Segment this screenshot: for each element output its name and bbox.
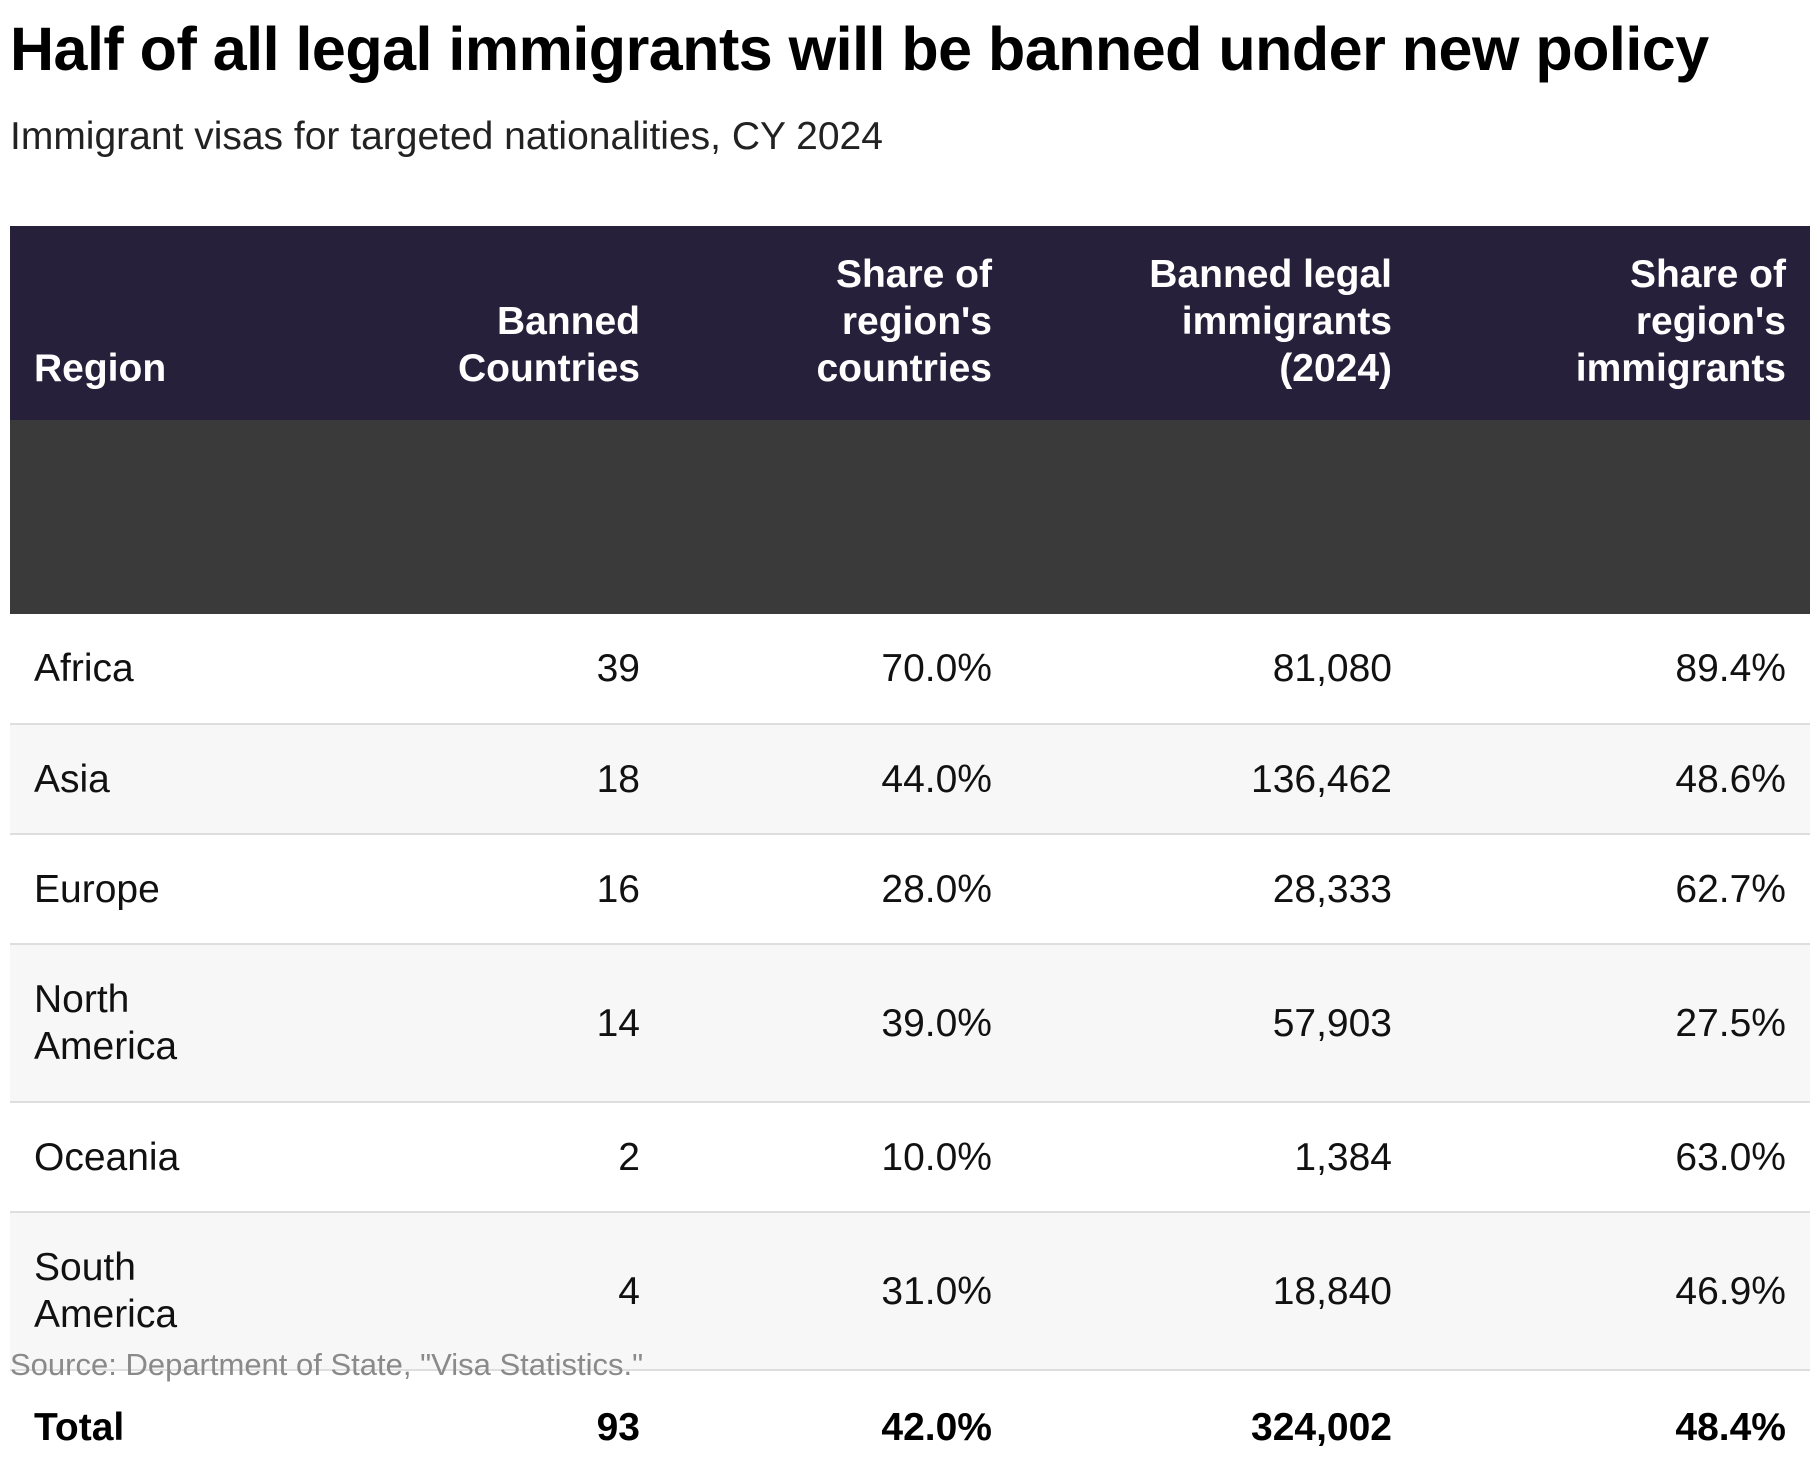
cell-share-immigrants: 89.4% — [1416, 614, 1810, 725]
cell-banned-immigrants: 57,903 — [1016, 944, 1416, 1103]
total-banned-immigrants: 324,002 — [1251, 1405, 1392, 1449]
data-table-container: Region Banned Countries Share of region's c… — [10, 226, 1810, 1483]
cell-share-countries: 39.0% — [664, 944, 1016, 1103]
cell-banned-immigrants: 136,462 — [1016, 724, 1416, 835]
total-share-immigrants: 48.4% — [1675, 1405, 1786, 1449]
cell-banned-countries: 18 — [416, 724, 664, 835]
cell-region: Asia — [10, 724, 416, 835]
total-banned-countries: 93 — [596, 1405, 640, 1449]
cell-share-immigrants: 27.5% — [1416, 944, 1810, 1103]
table-row: Asia 18 44.0% 136,462 48.6% — [10, 724, 1810, 835]
column-header-banned-countries: Banned Countries — [457, 300, 640, 390]
header-divider — [10, 420, 1810, 614]
cell-region: Africa — [10, 614, 416, 725]
cell-banned-immigrants: 81,080 — [1016, 614, 1416, 725]
source-note: Source: Department of State, "Visa Stati… — [10, 1347, 644, 1382]
cell-share-immigrants: 63.0% — [1416, 1102, 1810, 1213]
chart-title: Half of all legal immigrants will be ban… — [10, 15, 1709, 83]
cell-share-countries: 70.0% — [664, 614, 1016, 725]
column-header-region: Region — [34, 347, 167, 390]
cell-share-immigrants: 62.7% — [1416, 834, 1810, 945]
cell-banned-countries: 39 — [416, 614, 664, 725]
cell-share-countries: 28.0% — [664, 834, 1016, 945]
cell-banned-countries: 2 — [416, 1102, 664, 1213]
cell-banned-countries: 14 — [416, 944, 664, 1103]
table-body: Africa 39 70.0% 81,080 89.4% Asia 18 44.0% 136,4… — [10, 614, 1810, 1371]
total-label: Total — [34, 1405, 125, 1449]
table-row: North America 14 39.0% 57,903 27.5% — [10, 944, 1810, 1103]
cell-banned-countries: 4 — [416, 1212, 664, 1371]
column-header-share-countries: Share of region's countries — [816, 253, 992, 390]
cell-region: Oceania — [10, 1102, 416, 1213]
cell-region: South America — [10, 1212, 416, 1371]
table-footer: Total 93 42.0% 324,002 48.4% — [10, 1370, 1810, 1483]
column-header-banned-immigrants: Banned legal immigrants (2024) — [1149, 253, 1392, 390]
total-share-countries: 42.0% — [881, 1405, 992, 1449]
cell-share-immigrants: 48.6% — [1416, 724, 1810, 835]
cell-region: Europe — [10, 834, 416, 945]
cell-banned-immigrants: 28,333 — [1016, 834, 1416, 945]
table-row: Africa 39 70.0% 81,080 89.4% — [10, 614, 1810, 725]
cell-share-countries: 31.0% — [664, 1212, 1016, 1371]
data-table: Region Banned Countries Share of region's c… — [10, 226, 1810, 1483]
cell-share-countries: 44.0% — [664, 724, 1016, 835]
column-header-share-immigrants: Share of region's immigrants — [1575, 253, 1786, 390]
cell-share-immigrants: 46.9% — [1416, 1212, 1810, 1371]
cell-share-countries: 10.0% — [664, 1102, 1016, 1213]
total-row: Total 93 42.0% 324,002 48.4% — [10, 1370, 1810, 1483]
cell-banned-immigrants: 18,840 — [1016, 1212, 1416, 1371]
cell-region: North America — [10, 944, 416, 1103]
table-row: Oceania 2 10.0% 1,384 63.0% — [10, 1102, 1810, 1213]
cell-banned-countries: 16 — [416, 834, 664, 945]
chart-subtitle: Immigrant visas for targeted nationaliti… — [10, 115, 883, 158]
table-row: Europe 16 28.0% 28,333 62.7% — [10, 834, 1810, 945]
table-row: South America 4 31.0% 18,840 46.9% — [10, 1212, 1810, 1371]
cell-banned-immigrants: 1,384 — [1016, 1102, 1416, 1213]
table-header: Region Banned Countries Share of region's c… — [10, 226, 1810, 614]
